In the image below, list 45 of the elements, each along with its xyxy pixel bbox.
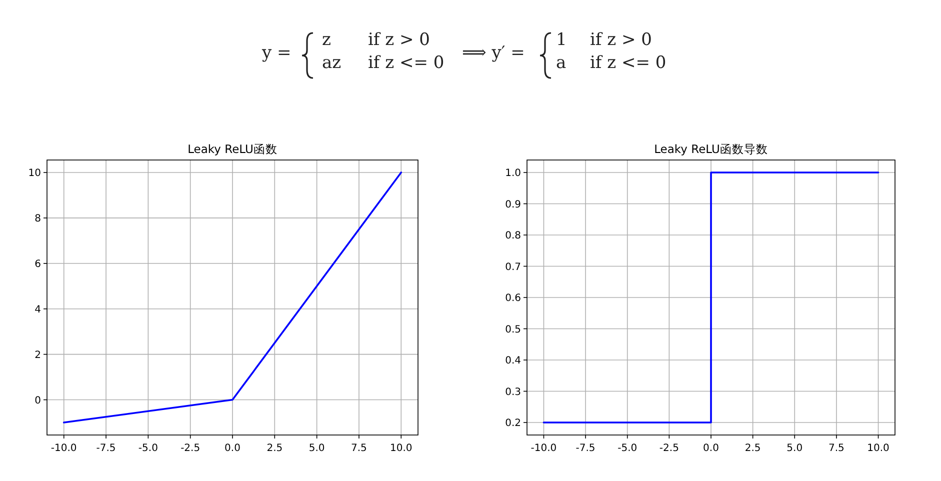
y-tick-label: 0 (34, 395, 41, 406)
chart-title: Leaky ReLU函数 (188, 142, 278, 156)
text: az (322, 53, 342, 73)
x-tick-label: -7.5 (576, 443, 596, 454)
y-tick-label: 0.7 (505, 262, 521, 273)
chart-title: Leaky ReLU函数导数 (654, 142, 768, 156)
text: if z <= 0 (368, 53, 444, 73)
x-tick-label: -2.5 (180, 443, 200, 454)
x-tick-label: -5.0 (618, 443, 638, 454)
x-tick-label: 2.5 (744, 443, 761, 454)
y-tick-label: 0.6 (505, 293, 521, 304)
x-tick-label: 2.5 (266, 443, 283, 454)
x-tick-label: 7.5 (351, 443, 367, 454)
x-tick-label: -2.5 (659, 443, 679, 454)
y-tick-label: 0.5 (505, 324, 521, 336)
y-tick-label: 4 (34, 304, 41, 316)
x-tick-label: 10.0 (867, 443, 890, 454)
x-tick-label: 0.0 (703, 443, 719, 454)
y-tick-label: 0.9 (505, 199, 521, 210)
x-tick-label: -10.0 (530, 443, 557, 454)
y-tick-label: 0.3 (505, 386, 521, 398)
text: a (556, 53, 566, 73)
x-tick-label: 10.0 (390, 443, 412, 454)
text: z (322, 30, 331, 50)
x-tick-label: 7.5 (828, 443, 844, 454)
text: if z <= 0 (590, 53, 666, 73)
y-tick-label: 0.2 (505, 418, 521, 429)
y-tick-label: 10 (28, 168, 41, 179)
x-tick-label: -7.5 (96, 443, 116, 454)
text: 1 (556, 30, 567, 50)
y-tick-label: 2 (34, 350, 41, 361)
text: if z > 0 (368, 30, 430, 50)
x-tick-label: -10.0 (50, 443, 77, 454)
text: y = (261, 43, 292, 63)
y-tick-label: 0.4 (505, 356, 521, 366)
y-tick-label: 0.8 (505, 230, 521, 242)
text: ⟹ y′ = (462, 43, 525, 63)
x-tick-label: 0.0 (224, 443, 240, 454)
y-tick-label: 8 (34, 213, 41, 224)
text: if z > 0 (590, 30, 652, 50)
y-tick-label: 1.0 (505, 168, 521, 179)
x-tick-label: 5.0 (308, 443, 325, 454)
x-tick-label: 5.0 (786, 443, 803, 454)
x-tick-label: -5.0 (138, 443, 158, 454)
y-tick-label: 6 (34, 258, 41, 270)
